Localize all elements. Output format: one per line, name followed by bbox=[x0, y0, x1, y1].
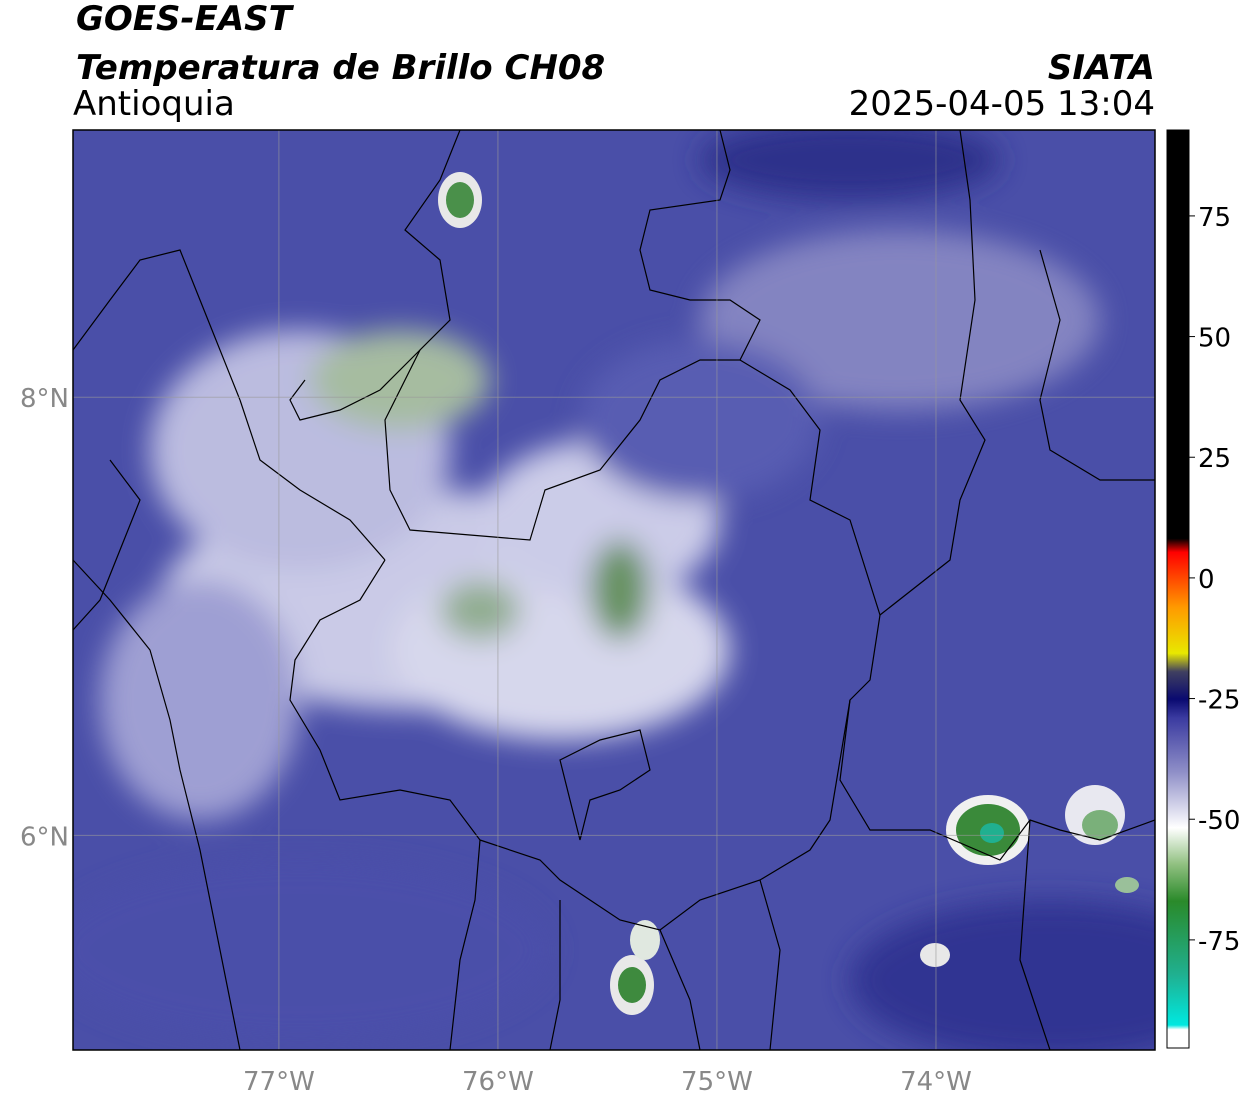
satellite-image bbox=[73, 130, 1155, 1050]
timestamp: 2025-04-05 13:04 bbox=[849, 84, 1155, 124]
x-tick-label: 76°W bbox=[462, 1067, 534, 1097]
x-tick-label: 75°W bbox=[681, 1067, 753, 1097]
colorbar-tick-label: -50 bbox=[1198, 806, 1240, 836]
colorbar-tick-label: 25 bbox=[1198, 444, 1231, 474]
subtitle: Temperatura de Brillo CH08 bbox=[76, 48, 605, 88]
y-tick-label: 8°N bbox=[20, 384, 69, 414]
grid bbox=[73, 130, 1155, 1050]
map-frame bbox=[72, 129, 1156, 1051]
x-tick-label: 74°W bbox=[900, 1067, 972, 1097]
source: SIATA bbox=[1048, 48, 1155, 88]
colorbar bbox=[1166, 129, 1190, 1049]
colorbar-tick-label: 0 bbox=[1198, 565, 1215, 595]
x-tick-label: 77°W bbox=[243, 1067, 315, 1097]
colorbar-tick-label: 50 bbox=[1198, 324, 1231, 354]
colorbar-tick-label: 75 bbox=[1198, 203, 1231, 233]
colorbar-tick-label: -75 bbox=[1198, 927, 1240, 957]
y-tick-label: 6°N bbox=[20, 822, 69, 852]
colorbar-tick-label: -25 bbox=[1198, 686, 1240, 716]
title: GOES-EAST bbox=[76, 0, 295, 39]
borders bbox=[73, 130, 1155, 1050]
region: Antioquia bbox=[73, 84, 235, 124]
